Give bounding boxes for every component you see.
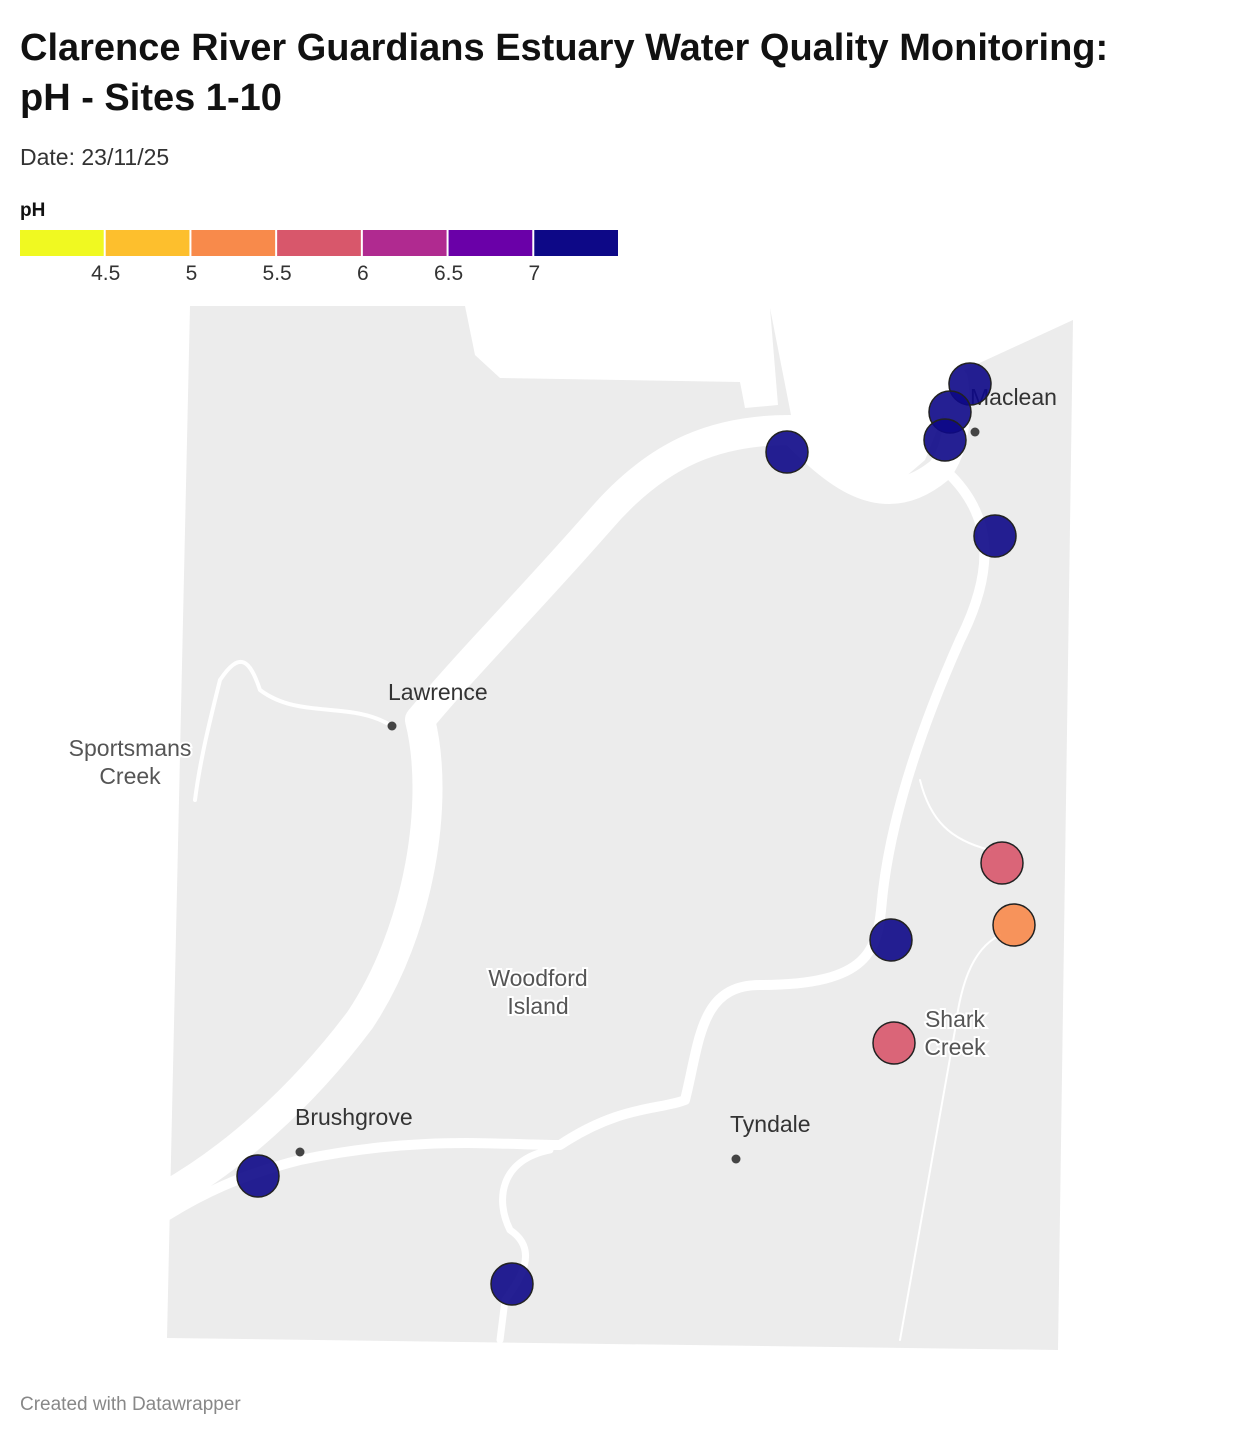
legend-swatch xyxy=(448,230,533,256)
header: Clarence River Guardians Estuary Water Q… xyxy=(20,27,1108,170)
legend-swatch xyxy=(277,230,361,256)
rivers xyxy=(153,367,1001,1344)
legend-swatch xyxy=(20,230,104,256)
legend: pH 4.5 5 5.5 6 6.5 7 xyxy=(20,200,618,285)
legend-tick: 6 xyxy=(357,262,369,285)
water-bay xyxy=(770,308,1073,490)
place-label: Creek xyxy=(924,1034,986,1060)
place-dot xyxy=(387,721,397,731)
site-marker xyxy=(869,918,913,962)
site-marker xyxy=(992,903,1036,947)
place-label: Creek xyxy=(99,763,161,789)
legend-swatch xyxy=(534,230,618,256)
site-marker xyxy=(973,514,1017,558)
place-label: Tyndale xyxy=(730,1111,811,1137)
place-dot xyxy=(295,1147,305,1157)
place-label: Brushgrove xyxy=(295,1104,413,1130)
date: Date: 23/11/25 xyxy=(20,144,169,170)
footer: Created with Datawrapper xyxy=(20,1394,241,1415)
legend-swatch xyxy=(191,230,276,256)
sites xyxy=(236,362,1036,1306)
place-label: Shark xyxy=(925,1006,986,1032)
site-marker xyxy=(872,1021,916,1065)
land xyxy=(167,306,1073,1350)
title: pH - Sites 1-10 xyxy=(20,77,282,119)
place-label: Woodford xyxy=(488,965,587,991)
place-dot xyxy=(970,427,980,437)
site-marker xyxy=(923,418,967,462)
place-label: Island xyxy=(507,993,568,1019)
place-label: Lawrence xyxy=(388,679,488,705)
title: Clarence River Guardians Estuary Water Q… xyxy=(20,27,1108,69)
legend-tick: 5.5 xyxy=(263,262,292,285)
legend-tick: 5 xyxy=(186,262,198,285)
place-dot xyxy=(731,1154,741,1164)
place-label: Sportsmans xyxy=(69,735,192,761)
site-marker xyxy=(765,430,809,474)
site-marker xyxy=(490,1262,534,1306)
legend-title: pH xyxy=(20,200,45,221)
site-marker xyxy=(980,841,1024,885)
legend-tick: 4.5 xyxy=(91,262,120,285)
legend-tick: 7 xyxy=(528,262,540,285)
site-marker xyxy=(236,1154,280,1198)
legend-swatch xyxy=(105,230,190,256)
legend-tick: 6.5 xyxy=(434,262,463,285)
legend-swatch xyxy=(362,230,447,256)
basemap xyxy=(153,306,1073,1350)
